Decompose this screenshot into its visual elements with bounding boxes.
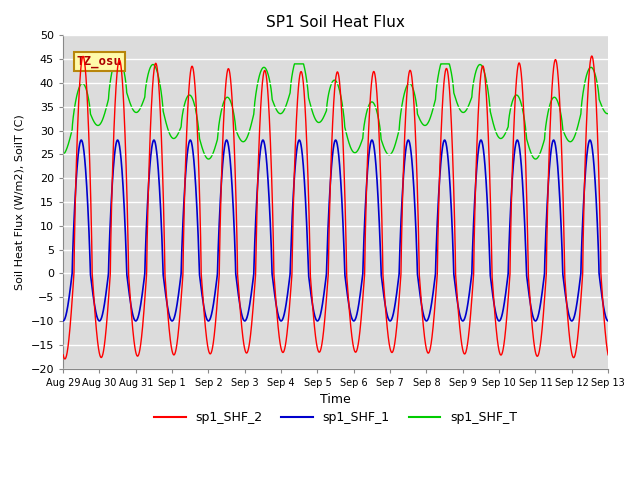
Legend: sp1_SHF_2, sp1_SHF_1, sp1_SHF_T: sp1_SHF_2, sp1_SHF_1, sp1_SHF_T (149, 406, 522, 429)
Y-axis label: Soil Heat Flux (W/m2), SoilT (C): Soil Heat Flux (W/m2), SoilT (C) (15, 114, 25, 290)
Text: TZ_osu: TZ_osu (77, 55, 122, 68)
Title: SP1 Soil Heat Flux: SP1 Soil Heat Flux (266, 15, 405, 30)
X-axis label: Time: Time (320, 393, 351, 406)
